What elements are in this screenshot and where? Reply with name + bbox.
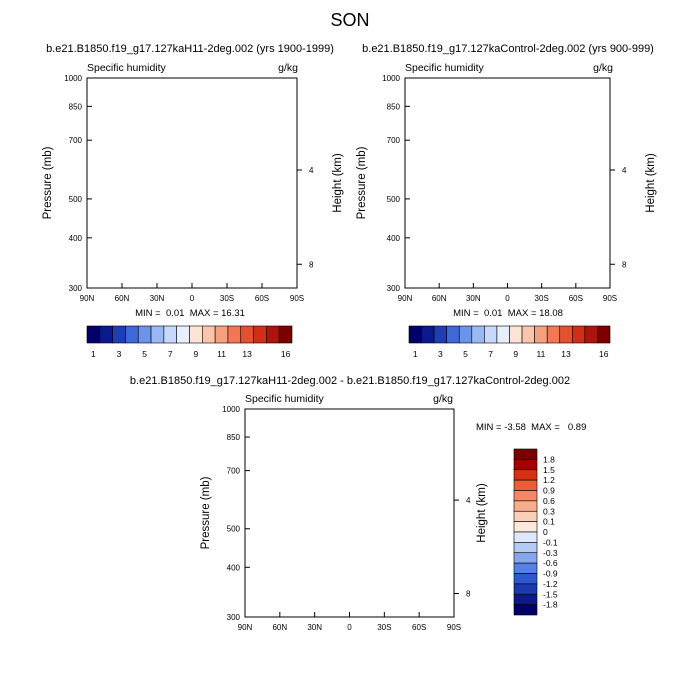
colorbar-label: 16 — [281, 349, 291, 359]
x-tick-label: 60S — [255, 294, 269, 303]
colorbar-swatch — [266, 325, 280, 344]
colorbar-swatch — [150, 325, 165, 344]
panel-h11: b.e21.B1850.f19_g17.127kaH11-2deg.002 (y… — [42, 43, 344, 359]
height-tick-label: 8 — [309, 260, 314, 269]
colorbar-label: 7 — [168, 349, 173, 359]
height-tick-label: 4 — [309, 166, 314, 175]
variable-label: Specific humidity — [87, 62, 167, 74]
y-tick-label: 400 — [69, 234, 83, 243]
colorbar-swatch — [86, 325, 101, 344]
variable-label: Specific humidity — [405, 62, 485, 74]
colorbar-label: 13 — [242, 349, 252, 359]
colorbar: 1 3 5 7 9 11 13 16 — [86, 325, 293, 359]
panel-title: b.e21.B1850.f19_g17.127kaControl-2deg.00… — [362, 43, 654, 55]
y-axis-title: Pressure (mb) — [42, 146, 54, 219]
x-tick-label: 30S — [220, 294, 234, 303]
colorbar-swatch — [278, 325, 293, 344]
colorbar-swatch — [214, 325, 229, 344]
colorbar-label: 11 — [217, 349, 226, 359]
colorbar-swatch — [125, 325, 139, 344]
colorbar-swatch — [176, 325, 190, 344]
y-tick-label: 850 — [69, 102, 83, 111]
colorbar-label: 1 — [91, 349, 96, 359]
y-tick-label: 300 — [69, 284, 83, 293]
colorbar-swatch — [227, 325, 242, 344]
plot-frame — [86, 77, 298, 289]
colorbar-swatch — [253, 325, 267, 344]
y-tick-label: 700 — [69, 136, 83, 145]
x-tick-label: 30N — [150, 294, 165, 303]
y-tick-label: 1000 — [64, 74, 82, 83]
colorbar-swatch — [137, 325, 152, 344]
axes: 90N 60N 30N 0 30S 60S 90S 300 400 500 700 850 1000 8 4 — [64, 74, 314, 303]
y2-axis-title: Height (km) — [332, 153, 344, 213]
colorbar-label: 5 — [142, 349, 147, 359]
panel-title: b.e21.B1850.f19_g17.127kaH11-2deg.002 (y… — [46, 43, 334, 55]
colorbar-swatch — [202, 325, 216, 344]
x-tick-label: 60N — [115, 294, 130, 303]
colorbar-label: 3 — [117, 349, 122, 359]
x-tick-label: 90N — [80, 294, 95, 303]
panel-control: b.e21.B1850.f19_g17.127kaControl-2deg.00… — [356, 43, 657, 359]
colorbar-swatch — [112, 325, 126, 344]
units-label: g/kg — [278, 62, 298, 74]
x-tick-label: 90S — [290, 294, 304, 303]
min-max-stats: MIN = 0.01 MAX = 16.31 — [135, 308, 245, 319]
x-tick-label: 0 — [190, 294, 195, 303]
units-label: g/kg — [593, 62, 613, 74]
colorbar-swatch — [240, 325, 254, 344]
colorbar-swatch — [99, 325, 113, 344]
colorbar-label: 9 — [194, 349, 199, 359]
main-title: SON — [330, 10, 369, 30]
y-tick-label: 500 — [69, 195, 83, 204]
colorbar-swatch — [163, 325, 177, 344]
colorbar-swatch — [189, 325, 203, 344]
